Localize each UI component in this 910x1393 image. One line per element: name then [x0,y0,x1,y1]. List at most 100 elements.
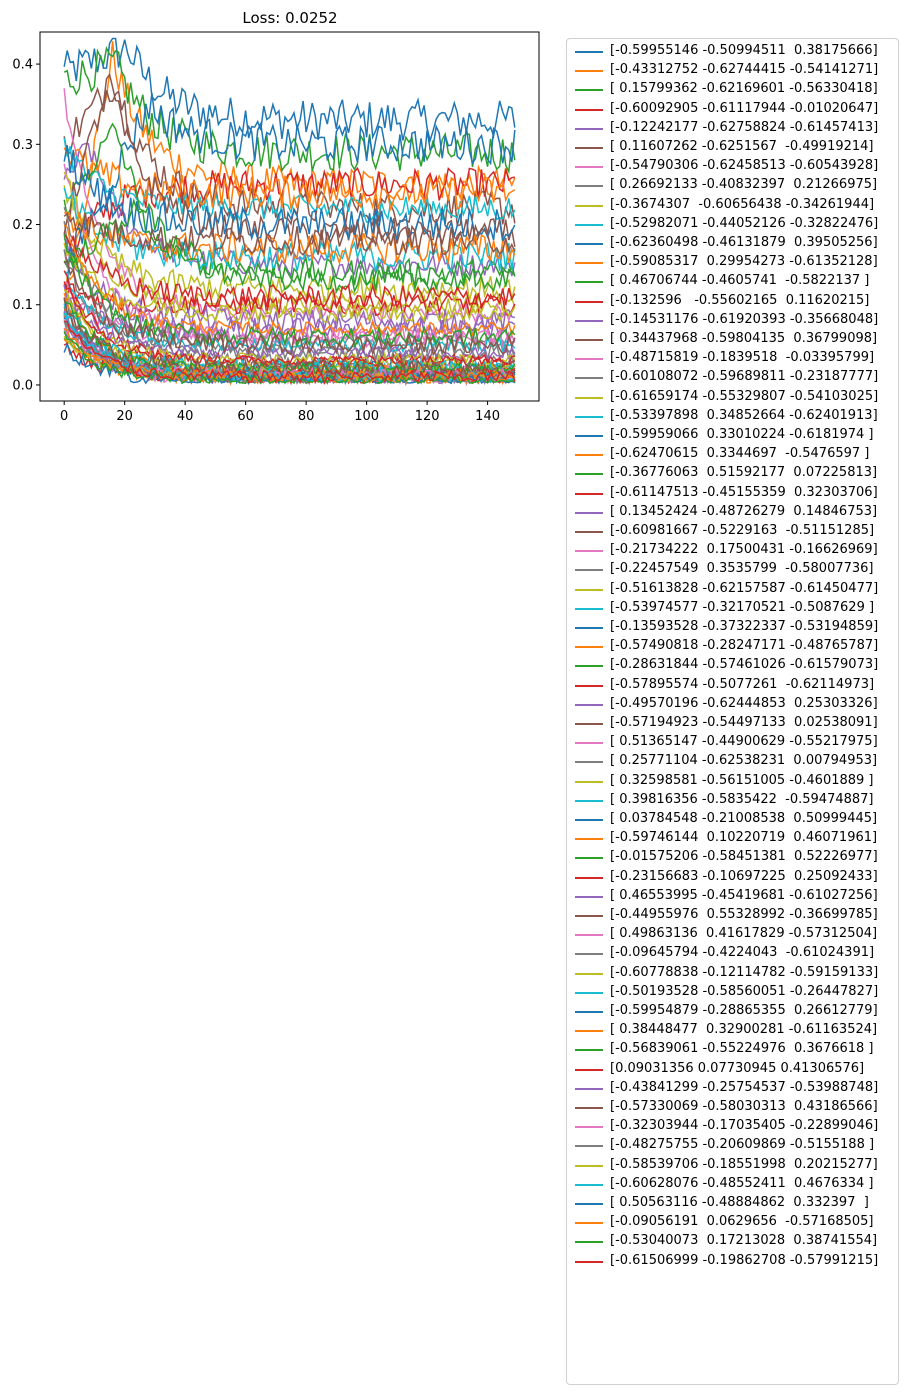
series-line [63,137,516,224]
legend-label: [ 0.51365147 -0.44900629 -0.55217975] [610,734,878,750]
legend-item: [ 0.39816356 -0.5835422 -0.59474887] [567,791,898,811]
legend-swatch [575,108,603,111]
legend-item: [-0.51613828 -0.62157587 -0.61450477] [567,580,898,600]
legend-item: [ 0.46553995 -0.45419681 -0.61027256] [567,887,898,907]
legend-label: [-0.21734222 0.17500431 -0.16626969] [610,542,878,558]
y-tick-label: 0.4 [12,58,33,73]
legend-label: [-0.28631844 -0.57461026 -0.61579073] [610,657,879,673]
legend-item: [-0.48275755 -0.20609869 -0.5155188 ] [567,1136,898,1156]
series-line [63,233,516,310]
legend-label: [-0.14531176 -0.61920393 -0.35668048] [610,311,879,327]
legend-label: [-0.51613828 -0.62157587 -0.61450477] [610,580,879,596]
legend-item: [-0.61147513 -0.45155359 0.32303706] [567,484,898,504]
legend-swatch [575,1087,603,1090]
legend-label: [-0.32303944 -0.17035405 -0.22899046] [610,1118,879,1134]
legend-label: [-0.59955146 -0.50994511 0.38175666] [610,43,878,58]
legend-item: [-0.43312752 -0.62744415 -0.54141271] [567,61,898,81]
legend-item: [-0.59959066 0.33010224 -0.6181974 ] [567,426,898,446]
legend-item: [-0.57895574 -0.5077261 -0.62114973] [567,676,898,696]
x-axis: 0 20 40 60 80 100 120 140 [60,401,500,420]
series-line [63,197,516,294]
legend-swatch [575,1049,603,1052]
legend-label: [-0.09056191 0.0629656 -0.57168505] [610,1214,874,1230]
legend-swatch [575,262,603,265]
legend-swatch [575,204,603,207]
legend-label: [-0.62360498 -0.46131879 0.39505256] [610,235,878,250]
series-line [63,258,516,357]
legend-item: [-0.09645794 -0.4224043 -0.61024391] [567,944,898,964]
legend-swatch [575,1241,603,1244]
legend-swatch [575,1011,603,1013]
legend-swatch [575,627,603,629]
legend-item: [ 0.34437968 -0.59804135 0.36799098] [567,330,898,350]
legend-item: [-0.62360498 -0.46131879 0.39505256] [567,234,898,254]
legend-label: [-0.54790306 -0.62458513 -0.60543928] [610,158,879,174]
legend-label: [-0.13593528 -0.37322337 -0.53194859] [610,619,879,634]
series-line [63,237,516,335]
legend-label: [-0.49570196 -0.62444853 0.25303326] [610,695,878,711]
legend-label: [-0.22457549 0.3535799 -0.58007736] [610,561,874,577]
legend-item: [-0.32303944 -0.17035405 -0.22899046] [567,1117,898,1137]
legend-label: [-0.01575206 -0.58451381 0.52226977] [610,849,878,865]
legend-label: [-0.59746144 0.10220719 0.46071961] [610,830,878,846]
legend-swatch [575,934,603,937]
legend-label: [ 0.34437968 -0.59804135 0.36799098] [610,331,878,346]
legend-label: [-0.36776063 0.51592177 0.07225813] [610,465,878,481]
legend-swatch [575,1126,603,1129]
y-tick-label: 0.1 [12,298,33,313]
legend-item: [-0.12242177 -0.62758824 -0.61457413] [567,119,898,139]
legend-label: [-0.48275755 -0.20609869 -0.5155188 ] [610,1137,875,1153]
legend-label: [ 0.32598581 -0.56151005 -0.4601889 ] [610,772,874,788]
legend-label: [-0.59085317 0.29954273 -0.61352128] [610,254,878,270]
legend-item: [-0.57330069 -0.58030313 0.43186566] [567,1098,898,1118]
legend-swatch [575,377,603,380]
y-tick-label: 0.2 [12,218,33,233]
legend-swatch [575,435,603,437]
legend-item: [-0.13593528 -0.37322337 -0.53194859] [567,618,898,638]
legend-item: [ 0.49863136 0.41617829 -0.57312504] [567,925,898,945]
legend-item: [-0.22457549 0.3535799 -0.58007736] [567,560,898,580]
legend-label: [-0.50193528 -0.58560051 -0.26447827] [610,983,879,999]
legend-label: [0.09031356 0.07730945 0.41306576] [610,1060,865,1076]
legend-swatch [575,895,603,898]
legend-label: [-0.132596 -0.55602165 0.11620215] [610,292,870,308]
legend-item: [-0.61659174 -0.55329807 -0.54103025] [567,388,898,408]
legend-label: [ 0.03784548 -0.21008538 0.50999445] [610,811,878,826]
legend-swatch [575,780,603,783]
legend-label: [ 0.26692133 -0.40832397 0.21266975] [610,177,878,193]
series-line [63,92,516,289]
legend-item: [-0.59746144 0.10220719 0.46071961] [567,829,898,849]
legend-label: [-0.48715819 -0.1839518 -0.03395799] [610,350,875,366]
legend-label: [ 0.38448477 0.32900281 -0.61163524] [610,1022,878,1038]
legend-swatch [575,1107,603,1109]
legend-item: [ 0.11607262 -0.6251567 -0.49919214] [567,138,898,158]
legend-item: [-0.36776063 0.51592177 0.07225813] [567,464,898,484]
legend-item: [ 0.03784548 -0.21008538 0.50999445] [567,810,898,830]
legend-swatch [575,339,603,341]
legend-item: [-0.53040073 0.17213028 0.38741554] [567,1232,898,1252]
legend-item: [ 0.50563116 -0.48884862 0.332397 ] [567,1194,898,1214]
legend-swatch [575,147,603,149]
legend-swatch [575,166,603,169]
legend-item: [ 0.15799362 -0.62169601 -0.56330418] [567,80,898,100]
legend-swatch [575,89,603,92]
legend-item: [-0.59085317 0.29954273 -0.61352128] [567,253,898,273]
legend-label: [-0.59959066 0.33010224 -0.6181974 ] [610,427,874,442]
legend-swatch [575,569,603,572]
legend-swatch [575,915,603,917]
legend-item: [-0.09056191 0.0629656 -0.57168505] [567,1213,898,1233]
x-tick-label: 60 [237,409,254,420]
legend-label: [-0.53397898 0.34852664 -0.62401913] [610,407,878,423]
x-tick-label: 80 [298,409,315,420]
legend-label: [-0.61659174 -0.55329807 -0.54103025] [610,388,879,404]
legend-swatch [575,742,603,745]
legend-swatch [575,319,603,322]
legend-label: [-0.60092905 -0.61117944 -0.01020647] [610,100,879,116]
legend-item: [-0.62470615 0.3344697 -0.5476597 ] [567,445,898,465]
legend-swatch [575,511,603,514]
legend-item: [-0.3674307 -0.60656438 -0.34261944] [567,196,898,216]
legend-item: [ 0.38448477 0.32900281 -0.61163524] [567,1021,898,1041]
legend-swatch [575,243,603,245]
legend-label: [ 0.50563116 -0.48884862 0.332397 ] [610,1195,869,1210]
legend-label: [-0.62470615 0.3344697 -0.5476597 ] [610,446,870,462]
